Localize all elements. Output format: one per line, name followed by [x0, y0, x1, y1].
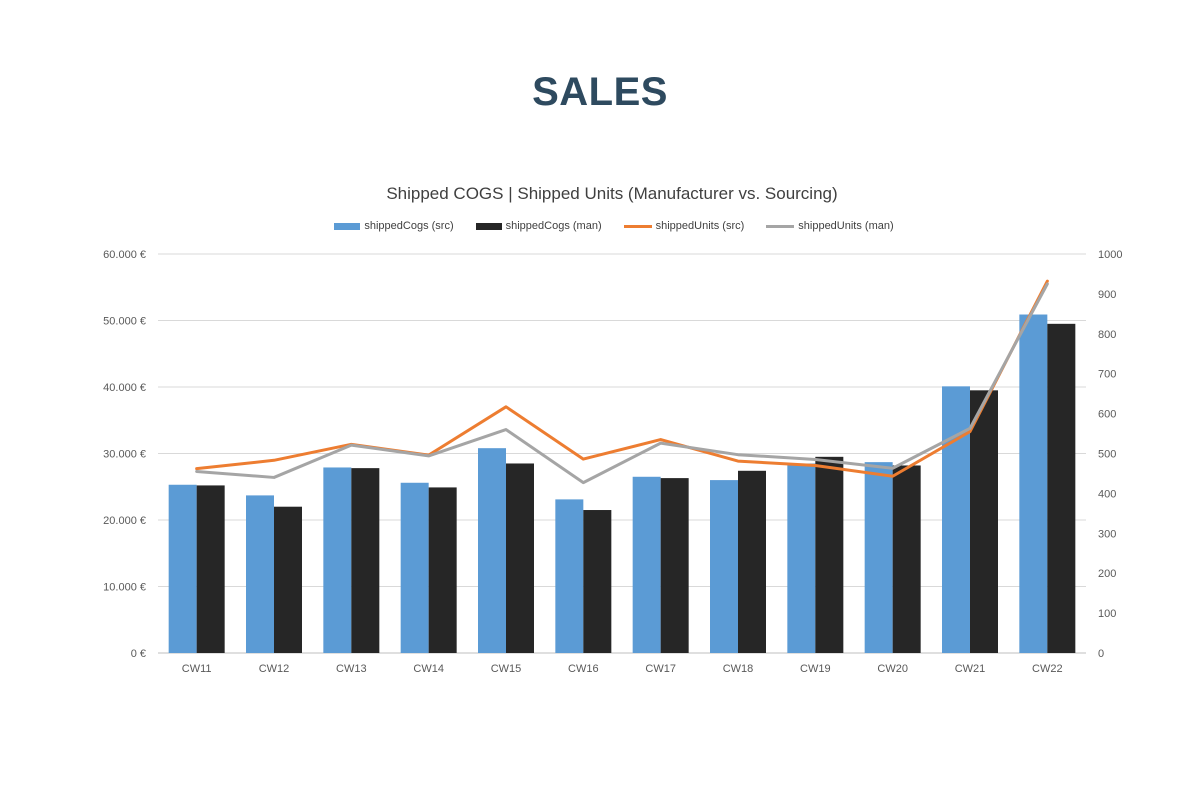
y-right-tick-label: 100: [1098, 608, 1116, 620]
line-shippedunits-src: [195, 279, 1049, 478]
bar-shippedcogs-man: [892, 465, 921, 653]
page-title: SALES: [532, 70, 668, 114]
y-right-tick-label: 0: [1098, 648, 1104, 660]
bar-shippedcogs-man: [506, 463, 534, 653]
legend-label-shippedunits-man: shippedUnits (man): [798, 220, 894, 232]
y-right-tick-label: 800: [1098, 329, 1116, 341]
axes: 0 € 10.000 € 20.000 € 30.000 € 40.000 € 50.00…: [103, 249, 1122, 675]
legend-item-shippedcogs-src: shippedCogs (src): [334, 220, 454, 232]
x-tick-label: CW15: [491, 663, 522, 675]
y-right-tick-label: 700: [1098, 369, 1116, 381]
bar-shippedcogs-man: [660, 478, 689, 653]
bar-shippedcogs-src: [168, 484, 197, 653]
legend-label-shippedcogs-man: shippedCogs (man): [505, 220, 602, 232]
legend-item-shippedunits-src: shippedUnits (src): [623, 220, 745, 232]
x-tick-label: CW19: [800, 663, 831, 675]
lines: [195, 279, 1049, 485]
legend-label-shippedcogs-src: shippedCogs (src): [364, 220, 454, 232]
x-tick-label: CW17: [645, 663, 676, 675]
bar-shippedcogs-man: [274, 506, 302, 653]
bar-shippedcogs-man: [738, 470, 766, 653]
line-shippedunits-man: [195, 282, 1049, 485]
legend-swatch-shippedcogs-man: [475, 222, 502, 230]
y-left-tick-label: 20.000 €: [103, 515, 146, 527]
y-right-tick-label: 1000: [1098, 249, 1122, 261]
x-tick-label: CW16: [568, 663, 599, 675]
bars: [168, 314, 1076, 653]
chart-title: Shipped COGS | Shipped Units (Manufactur…: [386, 184, 838, 203]
bar-shippedcogs-man: [970, 390, 998, 653]
y-right-tick-label: 200: [1098, 568, 1116, 580]
bar-shippedcogs-man: [351, 468, 380, 653]
bar-shippedcogs-man: [815, 456, 844, 653]
y-left-tick-label: 0 €: [131, 648, 146, 660]
bar-shippedcogs-src: [478, 448, 506, 653]
y-right-tick-label: 600: [1098, 409, 1116, 421]
bar-shippedcogs-src: [864, 462, 893, 653]
x-tick-label: CW13: [336, 663, 367, 675]
chart-legend: shippedCogs (src) shippedCogs (man) ship…: [0, 220, 1200, 232]
legend-swatch-shippedcogs-src: [334, 222, 361, 230]
x-tick-label: CW12: [259, 663, 290, 675]
legend-item-shippedcogs-man: shippedCogs (man): [475, 220, 602, 232]
bar-shippedcogs-man: [428, 487, 457, 653]
y-left-tick-label: 40.000 €: [103, 382, 146, 394]
bar-shippedcogs-man: [583, 510, 612, 653]
y-left-tick-label: 50.000 €: [103, 316, 146, 328]
y-right-tick-label: 300: [1098, 528, 1116, 540]
bar-shippedcogs-src: [555, 499, 584, 653]
legend-label-shippedunits-src: shippedUnits (src): [655, 220, 745, 232]
x-tick-label: CW14: [413, 663, 444, 675]
y-left-tick-label: 60.000 €: [103, 249, 146, 261]
legend-swatch-shippedunits-src: [623, 224, 652, 228]
x-tick-label: CW11: [182, 663, 212, 675]
bar-shippedcogs-src: [710, 480, 738, 653]
bar-shippedcogs-src: [632, 476, 661, 653]
bar-shippedcogs-src: [942, 386, 970, 653]
y-left-tick-label: 30.000 €: [103, 449, 146, 461]
legend-item-shippedunits-man: shippedUnits (man): [766, 220, 894, 232]
bar-shippedcogs-man: [196, 485, 225, 653]
bar-shippedcogs-src: [246, 495, 274, 653]
x-tick-label: CW18: [723, 663, 754, 675]
y-right-tick-label: 400: [1098, 488, 1116, 500]
bar-shippedcogs-src: [1019, 314, 1048, 653]
x-tick-label: CW22: [1032, 663, 1063, 675]
bar-shippedcogs-src: [400, 482, 429, 653]
bar-shippedcogs-man: [1047, 323, 1076, 653]
y-right-tick-label: 500: [1098, 449, 1116, 461]
x-tick-label: CW20: [877, 663, 908, 675]
y-left-tick-label: 10.000 €: [103, 582, 146, 594]
y-right-tick-label: 900: [1098, 289, 1116, 301]
bar-shippedcogs-src: [323, 467, 352, 653]
x-tick-label: CW21: [955, 663, 986, 675]
legend-swatch-shippedunits-man: [766, 224, 795, 228]
bar-shippedcogs-src: [787, 463, 816, 653]
